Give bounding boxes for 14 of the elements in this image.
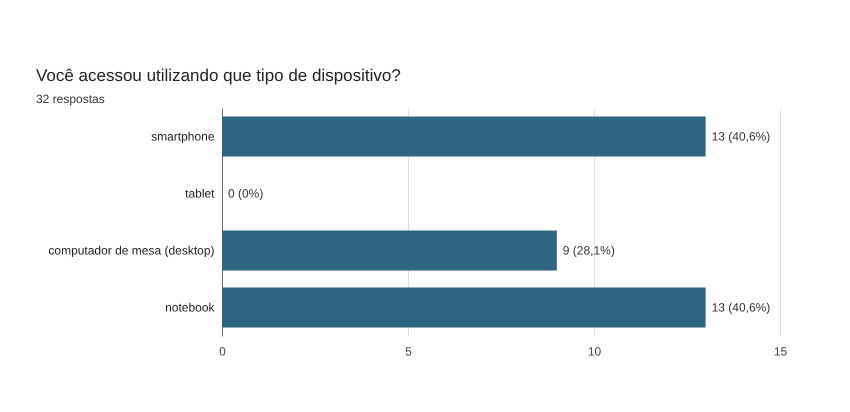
data-label: 13 (40,6%) xyxy=(712,130,770,144)
y-tick-label: smartphone xyxy=(151,130,215,144)
data-label: 13 (40,6%) xyxy=(712,300,770,314)
y-tick-label: tablet xyxy=(185,186,216,200)
x-tick-label: 10 xyxy=(588,344,602,358)
y-tick-label: computador de mesa (desktop) xyxy=(48,244,214,258)
data-label: 9 (28,1%) xyxy=(562,244,615,258)
x-tick-label: 15 xyxy=(774,344,788,358)
y-tick-label: notebook xyxy=(165,300,216,314)
data-label: 0 (0%) xyxy=(228,186,264,200)
text: 32 respostas xyxy=(36,92,105,106)
x-tick-label: 5 xyxy=(405,344,412,358)
chart-title: Você acessou utilizando que tipo de dispositivo? xyxy=(36,66,401,86)
x-tick-label: 0 xyxy=(219,344,226,358)
